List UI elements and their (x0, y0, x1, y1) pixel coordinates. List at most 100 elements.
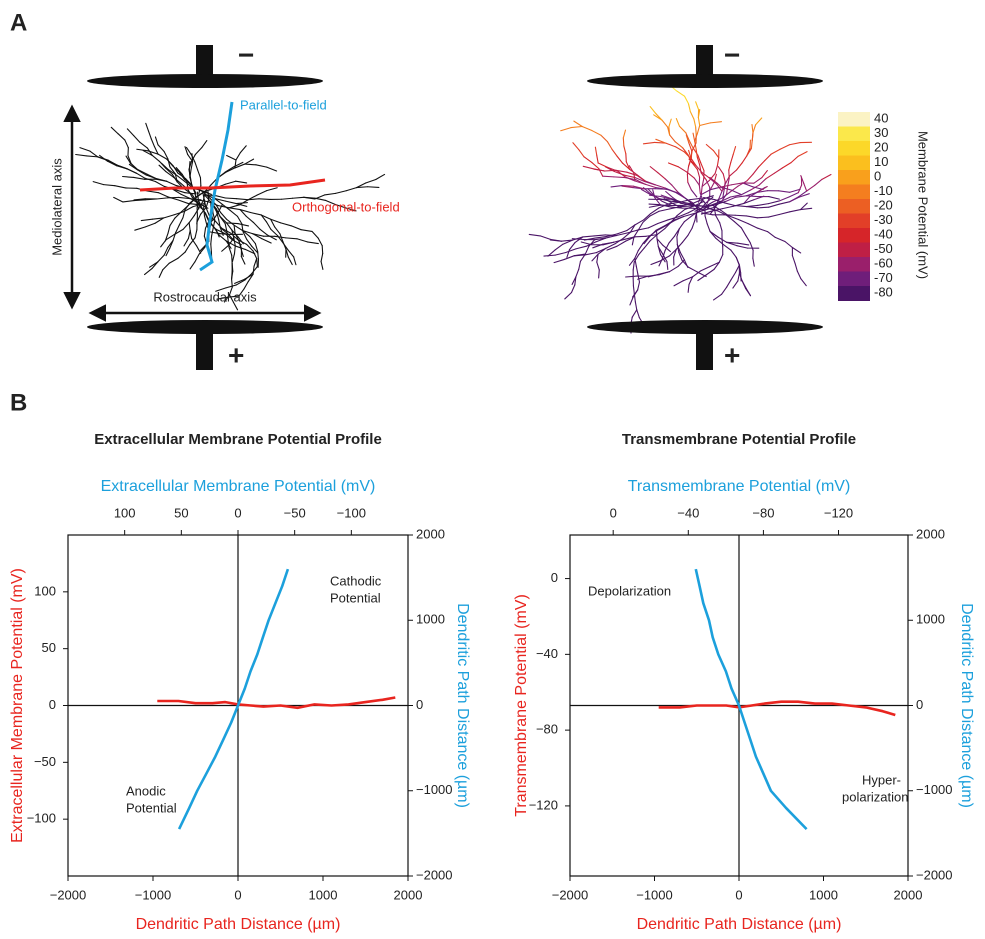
dendrite (771, 149, 780, 154)
dendrite (741, 228, 745, 235)
dendrite (158, 193, 168, 197)
dendrite (225, 198, 236, 199)
y-tick-label: −120 (529, 797, 558, 812)
dendrite (151, 139, 154, 147)
dendrite (715, 166, 717, 174)
dendrite (230, 210, 237, 216)
dendrite (244, 282, 248, 289)
x-axis-label: Dendritic Path Distance (µm) (637, 916, 842, 933)
dendrite (746, 235, 751, 242)
dendrite (127, 129, 133, 136)
dendrite (197, 246, 201, 253)
dendrite (714, 207, 715, 215)
colorbar-block (838, 156, 870, 171)
dendrite (757, 228, 767, 232)
dendrite (140, 142, 148, 148)
colorbar-tick-label: -10 (874, 183, 893, 198)
annotation: Potential (330, 590, 381, 605)
dendrite (623, 138, 624, 146)
dendrite (288, 250, 294, 257)
dendrite (731, 154, 733, 162)
dendrite (722, 239, 723, 247)
colorbar-block (838, 286, 870, 301)
dendrite (267, 167, 277, 171)
dendrite (765, 154, 771, 161)
dendrite (769, 197, 780, 200)
dendrite (706, 145, 713, 151)
dendrite (76, 155, 87, 156)
dendrite (678, 260, 684, 267)
dendrite (281, 198, 292, 199)
dendrite (714, 294, 722, 300)
dendrite (564, 256, 574, 260)
dendrite (211, 236, 212, 244)
dendrite (792, 255, 795, 263)
dendrite (790, 210, 801, 212)
dendrite (158, 255, 164, 262)
dendrite (204, 228, 205, 236)
dendrite (227, 223, 232, 230)
dendrite (204, 216, 206, 224)
dendrite (293, 197, 304, 198)
y2-tick-label: 2000 (916, 526, 945, 541)
dendrite (648, 275, 659, 276)
x-tick-label: −1000 (636, 887, 673, 902)
dendrite (176, 168, 182, 175)
dendrite (659, 272, 669, 275)
dendrite (190, 170, 191, 178)
dendrite (701, 190, 710, 195)
dendrite (700, 123, 711, 126)
dendrite (791, 156, 798, 162)
dendrite (626, 276, 637, 277)
dendrite (636, 266, 638, 274)
x2-tick-label: −120 (824, 505, 853, 520)
x2-axis-label: Extracellular Membrane Potential (mV) (101, 478, 376, 495)
dendrite (701, 187, 702, 195)
dendrite (734, 222, 741, 228)
panel-label: B (10, 389, 27, 416)
dendrite (727, 186, 728, 194)
dendrite (706, 269, 714, 275)
dendrite (698, 275, 706, 281)
dendrite (731, 190, 740, 194)
dendrite (252, 267, 258, 274)
series-line (157, 698, 395, 708)
dendrite (691, 190, 696, 197)
x-tick-label: 1000 (309, 887, 338, 902)
dendrite (798, 152, 807, 157)
dendrite (696, 102, 699, 110)
dendrite (737, 246, 748, 248)
dendrite (190, 231, 191, 239)
dendrite (696, 127, 697, 135)
dendrite (690, 112, 694, 120)
chart-title: Extracellular Membrane Potential Profile (94, 431, 382, 448)
dendrite (733, 147, 735, 155)
dendrite (123, 201, 134, 202)
y2-axis-label: Dendritic Path Distance (µm) (454, 603, 471, 808)
dendrite (779, 197, 789, 201)
dendrite (634, 294, 635, 302)
dendrite (758, 161, 764, 168)
x-tick-label: −1000 (135, 887, 172, 902)
dendrite (236, 181, 247, 183)
dendrite (665, 179, 672, 185)
dendrite (168, 225, 170, 233)
dendrite (114, 197, 123, 202)
x2-tick-label: 100 (114, 505, 136, 520)
dendrite (232, 279, 233, 287)
dendrite (643, 237, 649, 244)
dendrite (318, 238, 322, 245)
dendrite (179, 218, 183, 226)
colorbar-block (838, 141, 870, 156)
electrode-sign: − (724, 39, 740, 70)
dendrite (762, 171, 767, 178)
dendrite (756, 118, 762, 125)
dendrite (226, 201, 237, 203)
dendrite (698, 118, 699, 126)
x-tick-label: −2000 (50, 887, 87, 902)
dendrite (574, 121, 582, 126)
electrodes-left (87, 45, 323, 370)
chart-title: Transmembrane Potential Profile (622, 431, 856, 448)
dendrite (722, 287, 727, 294)
electrode-sign: + (228, 339, 244, 370)
